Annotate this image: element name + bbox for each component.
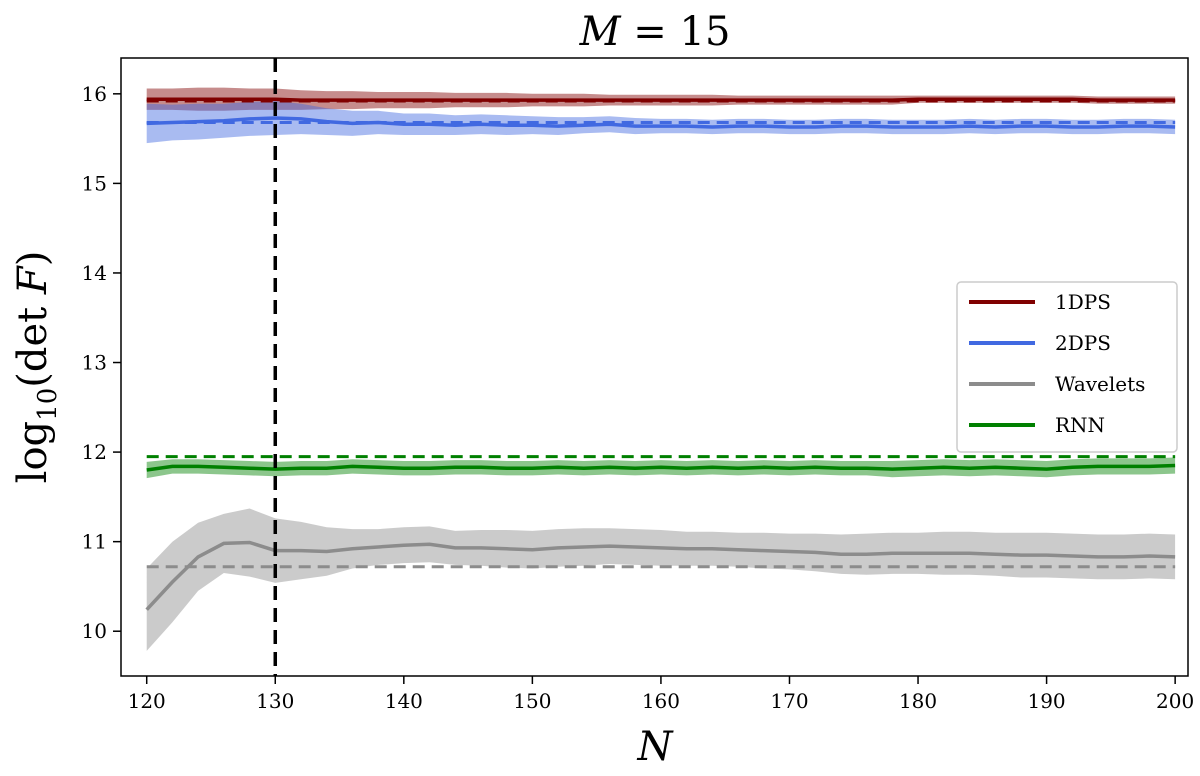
y-label-close: )	[10, 251, 56, 267]
y-label-variable: F	[10, 265, 56, 295]
x-axis-label: N	[637, 724, 675, 770]
y-tick-label-16: 16	[82, 82, 107, 106]
legend: 1DPS 2DPS Wavelets RNN	[956, 281, 1178, 453]
x-tick-label-200: 200	[1156, 689, 1194, 713]
x-tick-label-130: 130	[256, 689, 294, 713]
x-tick-label-170: 170	[770, 689, 808, 713]
y-tick-label-11: 11	[82, 530, 107, 554]
legend-box	[956, 281, 1178, 453]
x-tick-label-180: 180	[899, 689, 937, 713]
y-tick-label-14: 14	[82, 261, 107, 285]
series-line-2dps	[146, 116, 1176, 129]
y-axis: 10 11 12 13 14 15 16	[82, 82, 121, 643]
legend-label-rnn: RNN	[1055, 413, 1105, 437]
y-tick-label-15: 15	[82, 171, 107, 195]
band-wavelets	[146, 508, 1176, 651]
x-tick-label-120: 120	[128, 689, 166, 713]
y-tick-label-10: 10	[82, 619, 107, 643]
y-label-body: (det	[10, 294, 56, 388]
x-tick-label-190: 190	[1027, 689, 1065, 713]
legend-label-1dps: 1DPS	[1055, 290, 1111, 314]
y-label-subscript: 10	[33, 388, 63, 421]
series-lines	[145, 97, 1176, 611]
y-axis-label: log10(det F)	[10, 251, 63, 484]
chart-title: M = 15	[579, 9, 731, 55]
y-tick-label-13: 13	[82, 351, 107, 375]
x-tick-label-150: 150	[513, 689, 551, 713]
x-tick-label-160: 160	[642, 689, 680, 713]
x-tick-label-140: 140	[385, 689, 423, 713]
y-tick-label-12: 12	[82, 440, 107, 464]
title-variable: M	[579, 9, 622, 55]
series-line-rnn	[146, 463, 1176, 472]
legend-label-2dps: 2DPS	[1055, 331, 1111, 355]
legend-label-wavelets: Wavelets	[1055, 372, 1145, 396]
title-rest: = 15	[621, 9, 731, 55]
x-axis: 120 130 140 150 160 170 180 190 200	[128, 676, 1194, 713]
series-line-1dps	[146, 97, 1176, 102]
series-line-wavelets	[145, 540, 1176, 611]
plot-frame	[120, 57, 1189, 677]
